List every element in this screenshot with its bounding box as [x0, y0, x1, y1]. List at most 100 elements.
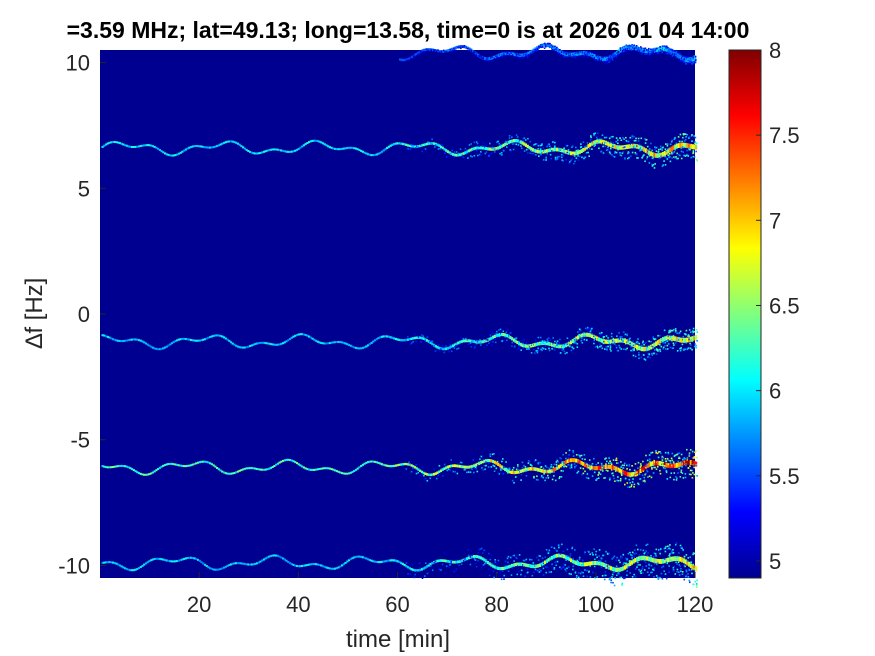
heatmap-cell: [667, 339, 669, 341]
heatmap-cell: [609, 348, 612, 350]
heatmap-cell: [663, 465, 666, 467]
heatmap-cell: [518, 139, 521, 144]
heatmap-cell: [538, 155, 540, 157]
heatmap-cell: [299, 333, 302, 336]
heatmap-cell: [650, 476, 653, 479]
heatmap-cell: [146, 561, 149, 564]
heatmap-cell: [682, 558, 686, 564]
heatmap-cell: [472, 147, 476, 151]
heatmap-cell: [665, 471, 668, 474]
heatmap-cell: [652, 472, 655, 474]
heatmap-cell: [637, 482, 639, 485]
heatmap-cell: [504, 142, 507, 146]
heatmap-cell: [316, 563, 319, 566]
heatmap-cell: [621, 582, 624, 585]
heatmap-cell: [595, 479, 597, 481]
heatmap-cell: [601, 562, 604, 567]
heatmap-cell: [356, 555, 359, 558]
heatmap-cell: [214, 465, 217, 468]
heatmap-cell: [528, 460, 531, 463]
heatmap-cell: [585, 463, 588, 468]
heatmap-cell: [636, 153, 638, 156]
heatmap-cell: [200, 339, 203, 342]
heatmap-cell: [228, 564, 231, 567]
heatmap-cell: [254, 343, 257, 345]
heatmap-cell: [589, 468, 592, 470]
heatmap-cell: [136, 145, 139, 148]
heatmap-cell: [485, 464, 487, 467]
heatmap-cell: [165, 559, 168, 562]
heatmap-cell: [229, 472, 233, 475]
heatmap-cell: [568, 162, 570, 165]
heatmap-cell: [658, 335, 661, 337]
heatmap-cell: [579, 336, 582, 339]
heatmap-cell: [557, 460, 559, 463]
heatmap-cell: [474, 559, 477, 561]
heatmap-cell: [157, 348, 160, 351]
heatmap-cell: [661, 566, 663, 569]
heatmap-cell: [407, 335, 409, 338]
heatmap-cell: [596, 138, 599, 141]
heatmap-cell: [658, 148, 660, 151]
heatmap-cell: [538, 150, 541, 154]
heatmap-cell: [456, 472, 459, 475]
heatmap-cell: [415, 340, 418, 343]
heatmap-cell: [443, 467, 446, 470]
heatmap-cell: [620, 555, 622, 558]
heatmap-cell: [205, 146, 208, 149]
heatmap-cell: [547, 143, 550, 146]
heatmap-cell: [666, 47, 669, 52]
heatmap-cell: [417, 336, 420, 338]
heatmap-cell: [671, 50, 674, 53]
heatmap-cell: [580, 333, 583, 338]
heatmap-cell: [524, 563, 528, 567]
heatmap-cell: [413, 466, 417, 469]
heatmap-cell: [616, 467, 620, 472]
heatmap-cell: [632, 348, 634, 351]
heatmap-cell: [570, 159, 572, 162]
heatmap-cell: [687, 335, 689, 337]
heatmap-cell: [299, 464, 302, 467]
heatmap-cell: [639, 564, 641, 566]
heatmap-cell: [554, 479, 557, 482]
heatmap-cell: [580, 55, 583, 58]
heatmap-cell: [586, 56, 589, 58]
heatmap-cell: [686, 348, 689, 351]
heatmap-cell: [459, 465, 462, 468]
heatmap-cell: [554, 561, 557, 563]
heatmap-cell: [143, 341, 146, 344]
heatmap-cell: [563, 147, 565, 150]
heatmap-cell: [654, 349, 656, 351]
heatmap-cell: [302, 144, 305, 147]
heatmap-cell: [447, 468, 450, 471]
heatmap-cell: [555, 461, 558, 463]
heatmap-cell: [339, 471, 342, 474]
heatmap-cell: [224, 337, 227, 340]
heatmap-cell: [614, 342, 616, 344]
heatmap-cell: [578, 562, 581, 566]
heatmap-cell: [191, 557, 194, 559]
heatmap-cell: [533, 571, 535, 573]
heatmap-cell: [245, 346, 248, 349]
heatmap-cell: [545, 559, 548, 563]
heatmap-cell: [283, 459, 286, 462]
heatmap-cell: [177, 559, 180, 562]
heatmap-cell: [198, 461, 201, 464]
heatmap-cell: [603, 477, 605, 479]
heatmap-cell: [631, 481, 634, 483]
heatmap-cell: [655, 341, 658, 346]
heatmap-cell: [573, 155, 576, 158]
heatmap-cell: [458, 46, 460, 49]
heatmap-cell: [559, 52, 561, 55]
heatmap-cell: [670, 48, 672, 51]
heatmap-cell: [678, 564, 681, 566]
heatmap-cell: [252, 343, 255, 346]
heatmap-cell: [555, 549, 557, 551]
heatmap-cell: [690, 135, 693, 137]
heatmap-cell: [434, 350, 437, 352]
heatmap-cell: [532, 562, 535, 564]
heatmap-cell: [469, 49, 471, 52]
heatmap-cell: [694, 142, 696, 144]
heatmap-cell: [489, 142, 491, 145]
